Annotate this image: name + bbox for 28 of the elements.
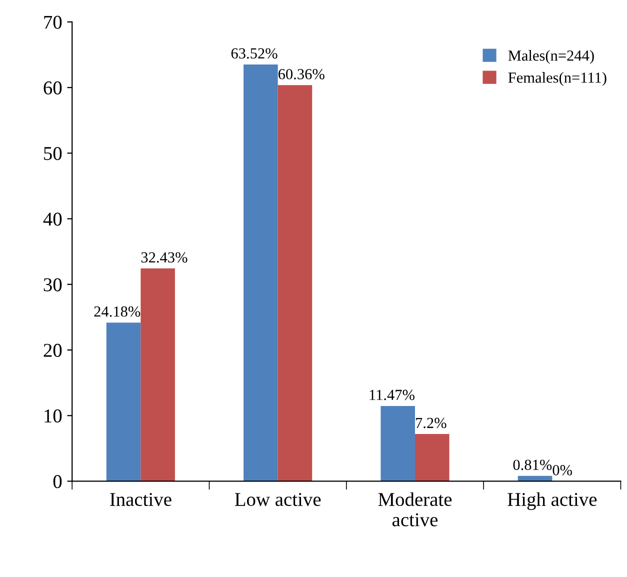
- x-tick-label: Moderate active: [378, 492, 452, 526]
- data-label: 0.81%: [513, 460, 552, 470]
- y-tick-label: 0: [53, 475, 62, 488]
- data-label: 60.36%: [278, 68, 324, 80]
- legend-label: Females(n=111): [508, 72, 606, 86]
- bar: [414, 434, 450, 482]
- bar: [244, 64, 278, 482]
- y-tick-label: 30: [44, 278, 62, 292]
- y-tick-label: 70: [44, 16, 62, 29]
- data-label: 0%: [552, 465, 572, 476]
- y-tick-label: 50: [44, 146, 62, 160]
- data-label: 32.43%: [141, 252, 188, 263]
- data-label: 11.47%: [370, 390, 414, 400]
- x-tick-label: Low active: [234, 492, 321, 506]
- bar: [380, 406, 415, 482]
- bar: [106, 322, 141, 482]
- x-tick-label: High active: [508, 492, 597, 510]
- y-tick-label: 40: [43, 212, 62, 226]
- x-tick-label: Inactive: [110, 492, 172, 506]
- data-label: 24.18%: [94, 306, 140, 317]
- bar: [278, 85, 312, 482]
- data-label: 63.52%: [231, 48, 278, 59]
- y-tick-label: 10: [44, 409, 62, 423]
- data-label: 7.2%: [416, 418, 446, 428]
- y-tick-label: 60: [44, 81, 62, 94]
- y-tick-label: 20: [44, 344, 62, 357]
- legend-label: Males(n=244): [508, 50, 594, 64]
- bar: [140, 268, 175, 482]
